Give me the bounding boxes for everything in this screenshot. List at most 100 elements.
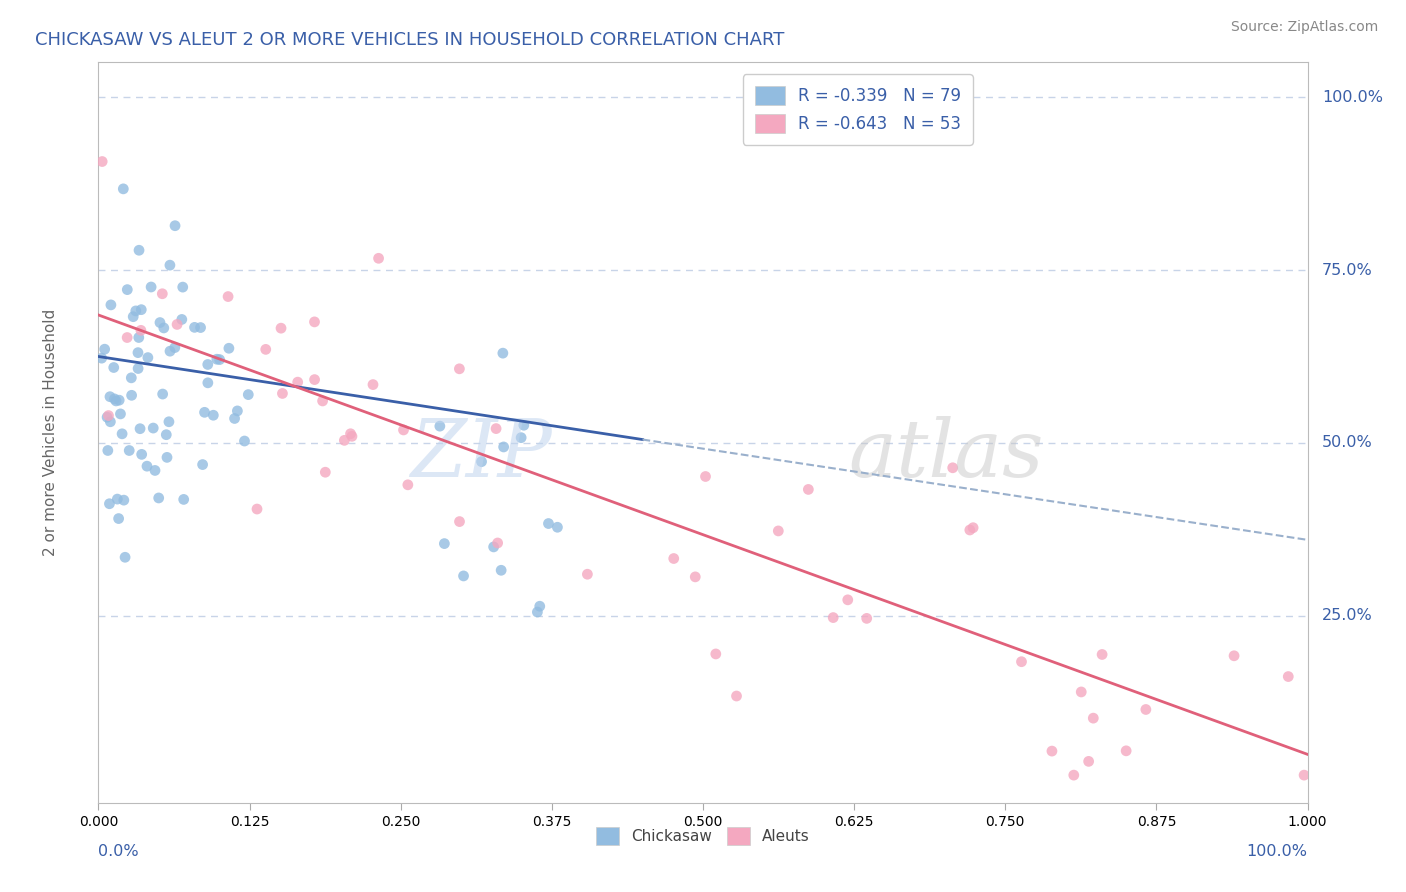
Point xyxy=(510,431,533,445)
Point xyxy=(165,219,187,233)
Point xyxy=(962,521,984,535)
Point xyxy=(131,447,153,461)
Text: Source: ZipAtlas.com: Source: ZipAtlas.com xyxy=(1230,20,1378,34)
Point xyxy=(98,390,121,404)
Text: ZIP: ZIP xyxy=(411,416,551,493)
Point xyxy=(529,599,551,614)
Point xyxy=(942,460,965,475)
Text: 100.0%: 100.0% xyxy=(1322,89,1384,104)
Text: 25.0%: 25.0% xyxy=(1322,608,1372,624)
Point xyxy=(224,411,246,425)
Point xyxy=(170,312,193,326)
Point xyxy=(125,304,148,318)
Point xyxy=(396,478,419,492)
Point xyxy=(855,611,877,625)
Point xyxy=(1011,655,1033,669)
Point xyxy=(105,492,128,507)
Point xyxy=(959,523,981,537)
Point xyxy=(797,483,820,497)
Point xyxy=(1277,669,1299,683)
Point xyxy=(112,493,135,508)
Point xyxy=(270,321,292,335)
Point xyxy=(217,289,239,303)
Point xyxy=(333,434,356,448)
Point xyxy=(197,376,219,390)
Point xyxy=(159,344,181,359)
Legend: Chickasaw, Aleuts: Chickasaw, Aleuts xyxy=(589,821,817,851)
Point xyxy=(1115,744,1137,758)
Point xyxy=(129,323,152,337)
Point xyxy=(142,421,165,435)
Point xyxy=(120,371,142,385)
Point xyxy=(1091,648,1114,662)
Point xyxy=(233,434,256,448)
Point xyxy=(148,491,170,505)
Point xyxy=(695,469,717,483)
Text: 100.0%: 100.0% xyxy=(1247,844,1308,858)
Point xyxy=(90,351,112,366)
Point xyxy=(1077,755,1099,769)
Point xyxy=(136,351,159,365)
Point xyxy=(287,375,309,389)
Point xyxy=(128,330,150,344)
Point xyxy=(238,387,260,401)
Point xyxy=(311,393,333,408)
Point xyxy=(159,258,181,272)
Point xyxy=(98,497,121,511)
Point xyxy=(93,342,115,356)
Point xyxy=(453,569,475,583)
Text: 50.0%: 50.0% xyxy=(1322,435,1372,450)
Point xyxy=(837,592,859,607)
Point xyxy=(218,341,240,355)
Point xyxy=(127,345,149,359)
Point xyxy=(482,540,505,554)
Point xyxy=(117,283,139,297)
Point xyxy=(246,502,269,516)
Point xyxy=(91,154,114,169)
Point xyxy=(143,463,166,477)
Point xyxy=(166,318,188,332)
Point xyxy=(271,386,294,401)
Point xyxy=(1063,768,1085,782)
Point xyxy=(191,458,214,472)
Point xyxy=(526,605,548,619)
Point xyxy=(153,321,176,335)
Point xyxy=(190,320,212,334)
Point xyxy=(314,465,336,479)
Point xyxy=(103,360,125,375)
Point xyxy=(1135,702,1157,716)
Point xyxy=(152,387,174,401)
Point xyxy=(489,563,512,577)
Point xyxy=(546,520,568,534)
Point xyxy=(98,415,121,429)
Point xyxy=(433,536,456,550)
Point xyxy=(110,407,132,421)
Point xyxy=(127,361,149,376)
Point xyxy=(139,280,162,294)
Point xyxy=(122,310,145,324)
Point xyxy=(108,393,131,408)
Point xyxy=(96,410,118,425)
Point xyxy=(823,610,845,624)
Point xyxy=(114,550,136,565)
Point xyxy=(304,315,326,329)
Point xyxy=(103,392,125,406)
Point xyxy=(128,244,150,258)
Point xyxy=(226,404,249,418)
Point xyxy=(449,361,471,376)
Point xyxy=(150,286,173,301)
Text: 75.0%: 75.0% xyxy=(1322,262,1372,277)
Point xyxy=(97,443,120,458)
Point xyxy=(361,377,384,392)
Point xyxy=(429,419,451,434)
Point xyxy=(129,302,152,317)
Text: 0.0%: 0.0% xyxy=(98,844,139,858)
Point xyxy=(183,320,205,334)
Point xyxy=(118,443,141,458)
Point xyxy=(1223,648,1246,663)
Point xyxy=(486,536,509,550)
Point xyxy=(107,511,129,525)
Point xyxy=(367,252,389,266)
Point xyxy=(163,341,186,355)
Point xyxy=(537,516,560,531)
